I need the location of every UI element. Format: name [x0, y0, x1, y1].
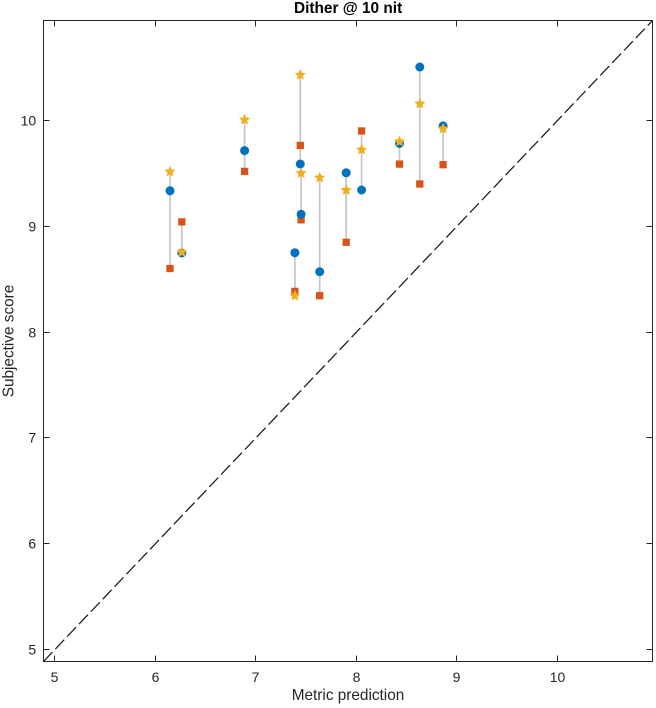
svg-text:6: 6: [28, 536, 36, 552]
svg-text:9: 9: [28, 219, 36, 235]
svg-text:6: 6: [152, 669, 160, 685]
svg-text:7: 7: [28, 430, 36, 446]
svg-text:5: 5: [51, 669, 59, 685]
svg-text:10: 10: [550, 669, 566, 685]
svg-text:7: 7: [252, 669, 260, 685]
svg-text:Subjective score: Subjective score: [0, 285, 17, 398]
svg-text:8: 8: [353, 669, 361, 685]
svg-text:8: 8: [28, 325, 36, 341]
svg-text:9: 9: [453, 669, 461, 685]
svg-text:Metric prediction: Metric prediction: [292, 687, 405, 704]
svg-text:Dither @ 10 nit: Dither @ 10 nit: [294, 0, 402, 17]
svg-text:5: 5: [28, 642, 36, 658]
svg-text:10: 10: [21, 113, 37, 129]
